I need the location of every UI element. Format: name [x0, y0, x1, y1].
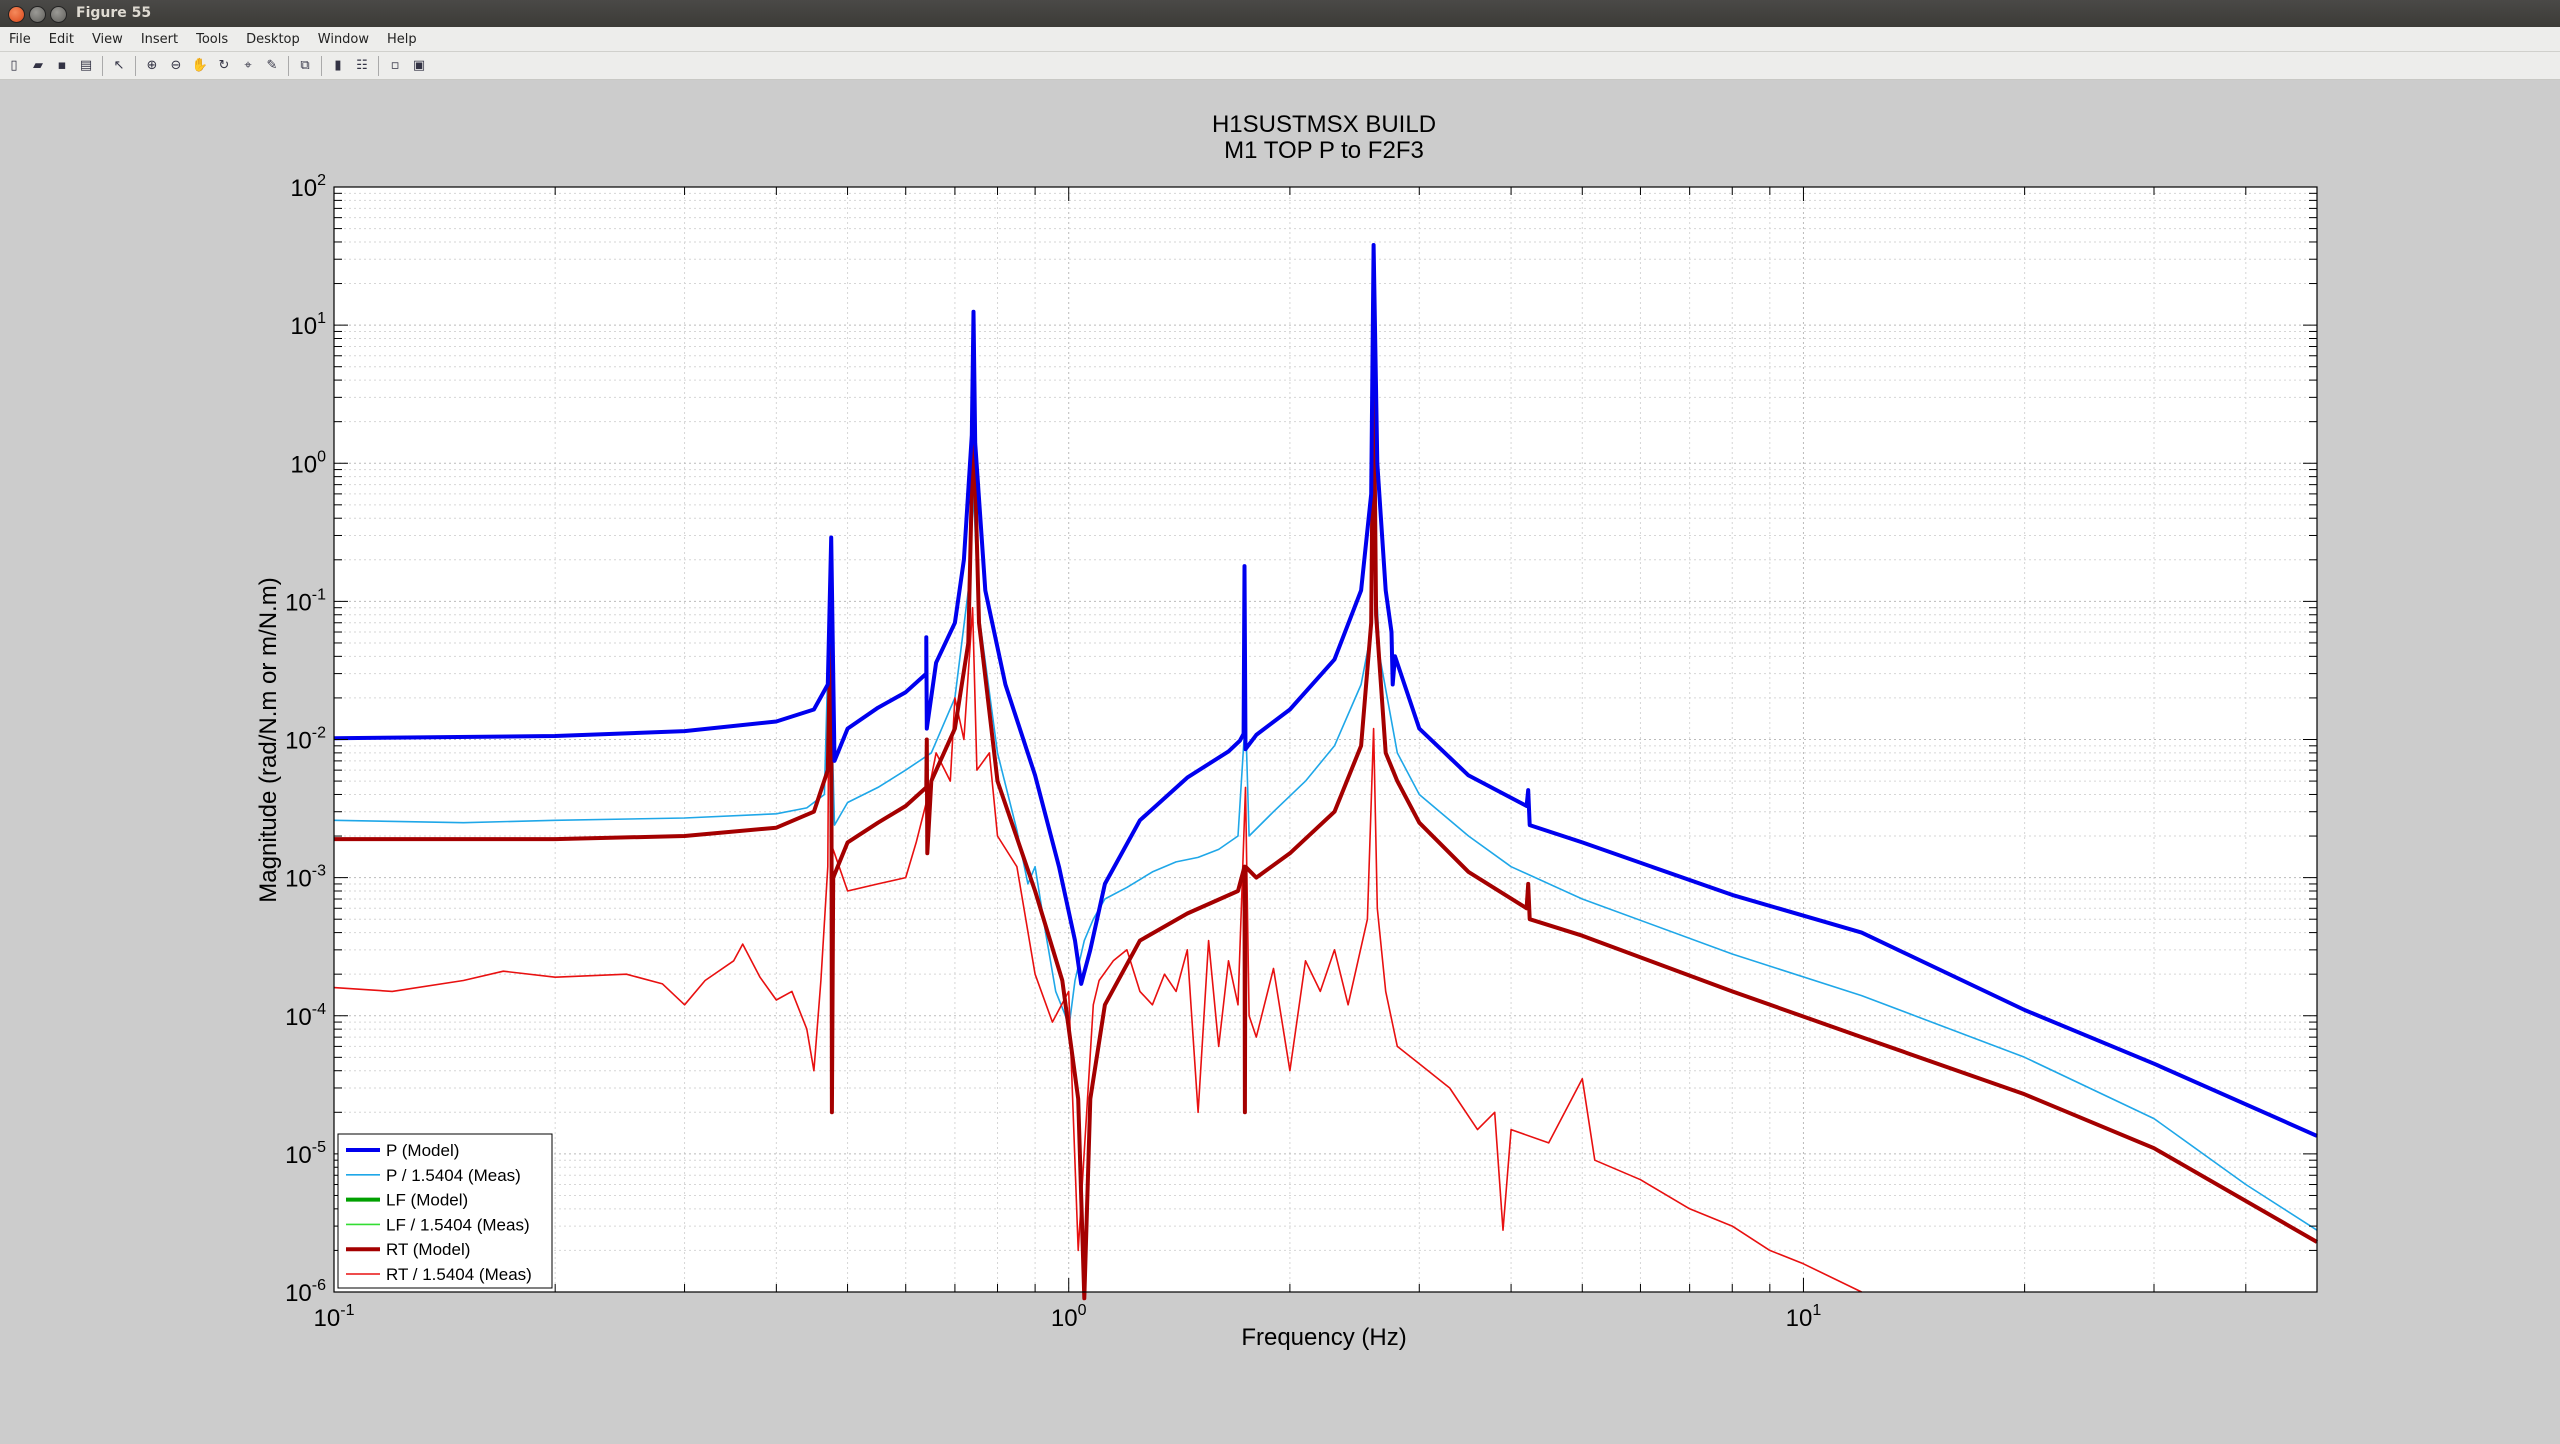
print-icon[interactable]: ▤: [79, 58, 93, 73]
toolbar-separator: [288, 55, 289, 76]
minimize-window-button[interactable]: [29, 6, 46, 23]
window-titlebar: Figure 55: [0, 0, 2560, 27]
x-tick-label: 10-1: [314, 1302, 355, 1332]
zoom-in-icon[interactable]: ⊕: [146, 58, 158, 73]
y-tick-label: 10-5: [285, 1139, 326, 1169]
select-arrow-icon[interactable]: ↖: [113, 58, 125, 73]
y-tick-label: 10-4: [285, 1001, 326, 1031]
legend-entry-label: P (Model): [386, 1141, 459, 1160]
y-tick-label: 10-2: [285, 725, 326, 755]
open-file-icon[interactable]: ▰: [33, 58, 43, 73]
window-title: Figure 55: [76, 5, 152, 21]
menu-bar: File Edit View Insert Tools Desktop Wind…: [0, 27, 2560, 52]
maximize-window-button[interactable]: [50, 6, 67, 23]
link-plot-icon[interactable]: ⧉: [300, 58, 310, 73]
legend-entry-label: RT / 1.5404 (Meas): [386, 1265, 532, 1284]
series-line-0: [333, 243, 2318, 1138]
y-tick-label: 10-3: [285, 863, 326, 893]
y-tick-label: 10-6: [285, 1277, 326, 1307]
new-figure-icon[interactable]: ▯: [10, 58, 18, 73]
series-lines: [333, 243, 2318, 1301]
y-axis-label: Magnitude (rad/N.m or m/N.m): [255, 577, 282, 902]
series-line-4: [334, 349, 2318, 1301]
toolbar-separator: [378, 55, 379, 76]
figure-toolbar: ▯ ▰ ▪ ▤ ↖ ⊕ ⊖ ✋ ↻ ⌖ ✎ ⧉ ▮ ☷ ▫ ▣: [0, 52, 2560, 80]
x-axis-label: Frequency (Hz): [1241, 1324, 1406, 1351]
x-tick-label: 101: [1786, 1302, 1822, 1332]
menu-desktop[interactable]: Desktop: [246, 31, 300, 47]
series-line-1: [333, 493, 2318, 1231]
bode-magnitude-chart[interactable]: H1SUSTMSX BUILD M1 TOP P to F2F3 10-1 100…: [0, 81, 2560, 1440]
close-window-button[interactable]: [8, 6, 25, 23]
menu-window[interactable]: Window: [317, 31, 370, 47]
figure-canvas: H1SUSTMSX BUILD M1 TOP P to F2F3 10-1 100…: [0, 81, 2560, 1440]
y-tick-label: 100: [290, 448, 326, 478]
toolbar-separator: [102, 55, 103, 76]
chart-subtitle: M1 TOP P to F2F3: [1224, 137, 1424, 164]
legend-entry-label: RT (Model): [386, 1240, 470, 1259]
x-tick-label: 100: [1051, 1302, 1087, 1332]
chart-title: H1SUSTMSX BUILD: [1212, 111, 1436, 138]
data-cursor-icon[interactable]: ⌖: [244, 58, 252, 73]
menu-view[interactable]: View: [91, 31, 123, 47]
hide-plot-tools-icon[interactable]: ▫: [390, 58, 400, 73]
menu-tools[interactable]: Tools: [196, 31, 229, 47]
axis-ticks: 10-1 100 101 102 101 100 10-1 10-2 10-3 10-4 10-5 1…: [285, 172, 2318, 1332]
zoom-out-icon[interactable]: ⊖: [170, 58, 182, 73]
menu-edit[interactable]: Edit: [48, 31, 74, 47]
menu-insert[interactable]: Insert: [140, 31, 179, 47]
legend-entry-label: LF (Model): [386, 1191, 468, 1210]
menu-file[interactable]: File: [9, 31, 31, 47]
chart-legend[interactable]: P (Model) P / 1.5404 (Meas) LF (Model) LF /…: [337, 1133, 553, 1289]
series-line-5: [333, 606, 1862, 1293]
legend-box: [337, 1133, 553, 1289]
rotate-3d-icon[interactable]: ↻: [218, 58, 230, 73]
insert-legend-icon[interactable]: ☷: [356, 58, 368, 73]
show-plot-tools-icon[interactable]: ▣: [412, 58, 426, 73]
y-tick-label: 10-1: [285, 586, 326, 616]
y-tick-label: 102: [290, 172, 326, 202]
save-icon[interactable]: ▪: [57, 58, 67, 73]
legend-entry-label: P / 1.5404 (Meas): [386, 1166, 521, 1185]
brush-icon[interactable]: ✎: [266, 58, 278, 73]
menu-help[interactable]: Help: [387, 31, 417, 47]
legend-entry-label: LF / 1.5404 (Meas): [386, 1215, 530, 1234]
y-tick-label: 101: [290, 310, 326, 340]
pan-hand-icon[interactable]: ✋: [191, 58, 209, 73]
toolbar-separator: [135, 55, 136, 76]
toolbar-separator: [321, 55, 322, 76]
insert-colorbar-icon[interactable]: ▮: [334, 58, 342, 73]
